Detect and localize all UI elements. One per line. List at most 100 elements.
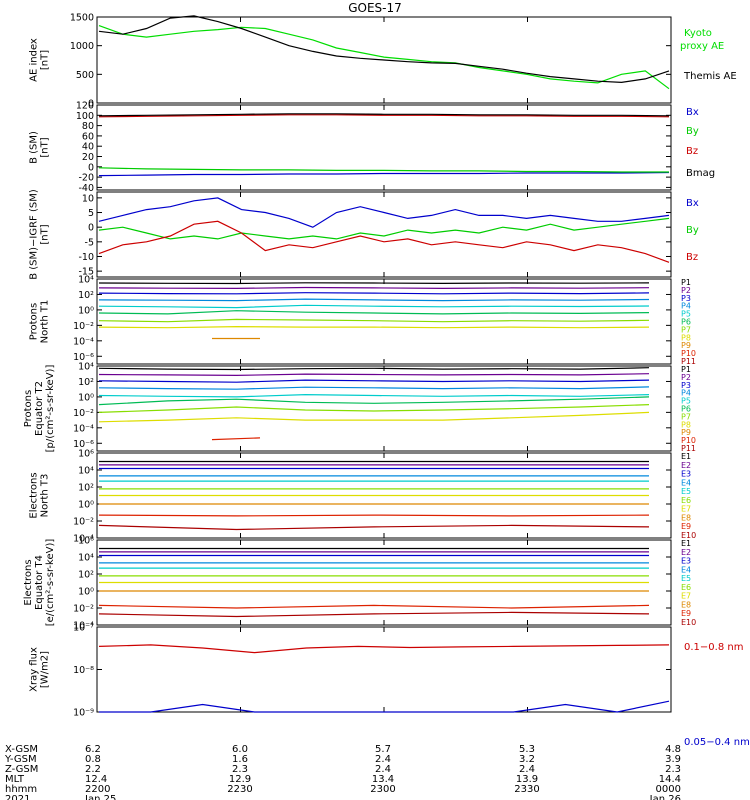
series-0-05-0-4-nm <box>99 700 670 713</box>
legend-p11: P11 <box>681 357 696 366</box>
panel-xr: 10⁻⁹ 10⁻⁸ 10⁻⁷ Xray flux [W/m2] 0.1−0.8 nm 0.0… <box>29 623 750 749</box>
y-tick-label: 10⁻⁴ <box>73 336 94 347</box>
legend-p8: P8 <box>681 420 691 429</box>
footer-value: 3.9 <box>665 754 681 765</box>
y-tick-label: 80 <box>82 121 94 132</box>
series-p7 <box>98 404 650 413</box>
y-tick-label: 10⁻⁶ <box>73 352 94 363</box>
footer-row-label: Z-GSM <box>5 764 38 775</box>
legend-p9: P9 <box>681 428 691 437</box>
footer-row-label: MLT <box>5 774 25 785</box>
y-tick-label: 10⁴ <box>78 362 94 373</box>
legend-p11: P11 <box>681 444 696 453</box>
series-p1 <box>98 282 650 285</box>
footer-value: 2.4 <box>375 754 391 765</box>
series-themis-ae <box>98 15 670 84</box>
legend-e6: E6 <box>681 496 691 505</box>
footer-value: 13.9 <box>516 774 538 785</box>
series-p1 <box>98 367 650 371</box>
footer-value: 2300 <box>370 784 395 795</box>
y-tick-label: 10 <box>82 193 94 204</box>
y-tick-label: 10² <box>78 483 94 494</box>
panel-frame <box>96 626 672 713</box>
series-bmag <box>98 113 670 117</box>
series-p2 <box>98 373 650 377</box>
footer-value: 2.3 <box>232 764 248 775</box>
y-tick-label: 10⁻² <box>73 604 94 615</box>
y-tick-label: 1500 <box>70 13 94 24</box>
y-axis-label: Electrons <box>29 472 40 518</box>
legend-kyoto: Kyoto <box>684 28 712 39</box>
footer-value: 5.3 <box>519 744 535 755</box>
y-tick-label: 10⁰ <box>78 500 94 511</box>
legend-by: By <box>686 126 699 137</box>
y-tick-label: 10⁻² <box>73 517 94 528</box>
legend-e8: E8 <box>681 600 691 609</box>
series-e10 <box>98 611 650 618</box>
y-axis-label: Protons <box>29 303 40 340</box>
legend-p5: P5 <box>681 310 691 319</box>
y-tick-label: 40 <box>82 142 94 153</box>
legend-bx: Bx <box>686 107 699 118</box>
footer-row-label: 2021 <box>5 794 30 800</box>
legend-themis-ae: Themis AE <box>683 71 737 82</box>
y-tick-label: 10⁴ <box>78 553 94 564</box>
series-p6 <box>98 396 650 406</box>
chart-title: GOES-17 <box>348 1 402 15</box>
legend-e7: E7 <box>681 592 691 601</box>
footer-row-label: Y-GSM <box>4 754 37 765</box>
footer-value: 2200 <box>85 784 110 795</box>
legend-e10: E10 <box>681 618 696 627</box>
series-p2 <box>98 286 650 290</box>
footer-value: 12.9 <box>229 774 251 785</box>
y-tick-label: -10 <box>78 252 94 263</box>
legend-p1: P1 <box>681 365 691 374</box>
legend-proxy-ae: proxy AE <box>680 41 724 52</box>
legend-p10: P10 <box>681 436 696 445</box>
legend-e1: E1 <box>681 452 691 461</box>
footer-row-label: X-GSM <box>5 744 38 755</box>
series-e9 <box>98 604 650 609</box>
y-tick-label: 0 <box>88 223 94 234</box>
y-tick-label: 60 <box>82 131 94 142</box>
panel-pe: 10⁻⁶ 10⁻⁴ 10⁻² 10⁰ 10² 10⁴ Protons Equator T2 [p… <box>23 362 696 454</box>
y-tick-label: 10⁰ <box>78 392 94 403</box>
legend-p1: P1 <box>681 278 691 287</box>
footer-value: 12.4 <box>85 774 107 785</box>
legend-e2: E2 <box>681 548 691 557</box>
y-tick-label: 0 <box>88 99 94 110</box>
legend-e4: E4 <box>681 478 691 487</box>
legend-e6: E6 <box>681 583 691 592</box>
y-tick-label: 10⁴ <box>78 466 94 477</box>
footer-value: 1.6 <box>232 754 248 765</box>
series-p3 <box>98 379 650 383</box>
legend-p7: P7 <box>681 412 691 421</box>
y-axis-label: Electrons <box>23 559 34 605</box>
panel-frame <box>96 191 672 278</box>
y-axis-label: Equator T2 <box>34 381 45 436</box>
y-axis-label: Protons <box>23 390 34 427</box>
series-p3 <box>98 292 650 295</box>
series-bx <box>98 197 670 228</box>
legend-0-05-0-4-nm: 0.05−0.4 nm <box>684 737 750 748</box>
y-tick-label: 10⁻⁹ <box>73 708 94 719</box>
legend-p10: P10 <box>681 349 696 358</box>
series-bx <box>98 171 670 177</box>
y-axis-label: [nT] <box>40 50 51 70</box>
footer-value: 2230 <box>227 784 252 795</box>
y-axis-label: [W/m2] <box>40 651 51 688</box>
legend-p4: P4 <box>681 389 691 398</box>
panel-ae: 0 500 1000 1500 AE index [nT] Kyoto proxy AE The… <box>29 13 737 110</box>
series-p10 <box>211 437 261 441</box>
y-tick-label: 10⁰ <box>78 305 94 316</box>
y-tick-label: -5 <box>85 237 94 248</box>
legend-e3: E3 <box>681 470 691 479</box>
footer-value: 4.8 <box>665 744 681 755</box>
footer-value: 2330 <box>514 784 539 795</box>
legend-p4: P4 <box>681 302 691 311</box>
